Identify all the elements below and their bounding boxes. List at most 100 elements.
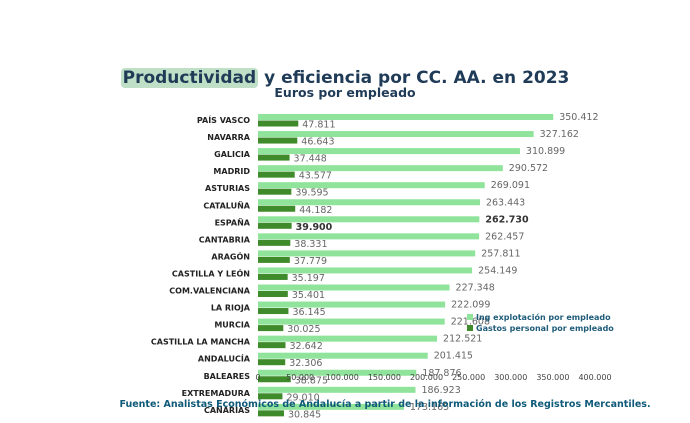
- ingresos-bar: [258, 318, 445, 325]
- ingresos-bar: [258, 131, 534, 138]
- category-label: MURCIA: [214, 321, 250, 330]
- ingresos-value-label: 269.091: [491, 180, 530, 191]
- gastos-value-label: 35.197: [292, 273, 325, 284]
- gastos-bar: [258, 137, 298, 144]
- ingresos-value-label: 310.899: [526, 146, 565, 157]
- gastos-bar: [258, 325, 284, 332]
- gastos-value-label: 30.845: [288, 409, 321, 420]
- gastos-value-label: 44.182: [299, 205, 332, 216]
- gastos-value-label: 36.145: [292, 307, 325, 318]
- category-label: COM.VALENCIANA: [169, 287, 251, 296]
- source-note: Fuente: Analistas Económicos de Andalucí…: [119, 399, 651, 410]
- gastos-value-label: 32.642: [290, 341, 323, 352]
- gastos-bar: [258, 291, 288, 297]
- ingresos-value-label: 187.876: [422, 368, 461, 379]
- gastos-bar: [258, 256, 290, 263]
- ingresos-value-label: 257.811: [481, 248, 520, 259]
- x-tick-label: 150.000: [368, 373, 401, 382]
- category-label: CATALUÑA: [203, 200, 250, 210]
- ingresos-bar: [258, 250, 476, 257]
- gastos-value-label: 39.595: [295, 188, 328, 199]
- ingresos-bar: [258, 165, 503, 172]
- gastos-bar: [258, 273, 288, 280]
- ingresos-value-label: 262.730: [485, 214, 529, 225]
- x-tick-label: 50.000: [286, 373, 314, 382]
- gastos-bar: [258, 171, 295, 178]
- x-tick-label: 100.000: [326, 373, 359, 382]
- gastos-bar: [258, 376, 291, 383]
- ingresos-bar: [258, 284, 450, 291]
- ingresos-bar: [258, 301, 446, 308]
- ingresos-value-label: 262.457: [485, 231, 524, 242]
- ingresos-value-label: 201.415: [434, 351, 473, 362]
- category-label: CANARIAS: [204, 406, 250, 415]
- legend-label-ingresos: Ing explotación por empleado: [476, 312, 611, 322]
- gastos-bar: [258, 188, 292, 195]
- category-label: CANTABRIA: [199, 235, 251, 244]
- x-tick-label: 200.000: [410, 373, 443, 382]
- gastos-bar: [258, 120, 299, 127]
- gastos-value-label: 32.306: [289, 358, 322, 369]
- gastos-value-label: 37.448: [294, 154, 327, 165]
- category-label: ESPAÑA: [215, 217, 251, 227]
- chart-subtitle: Euros por empleado: [274, 85, 416, 100]
- ingresos-value-label: 173.165: [410, 402, 449, 413]
- ingresos-value-label: 327.162: [540, 129, 579, 140]
- ingresos-bar: [258, 386, 416, 393]
- ingresos-value-label: 263.443: [486, 197, 525, 208]
- gastos-bar: [258, 154, 290, 161]
- ingresos-bar: [258, 216, 480, 223]
- ingresos-bar: [258, 182, 485, 189]
- legend-swatch-gastos: [467, 325, 473, 331]
- ingresos-bar: [258, 199, 480, 206]
- ingresos-value-label: 290.572: [509, 163, 548, 174]
- chart-title-highlight: Productividad: [120, 68, 259, 88]
- legend-swatch-ingresos: [467, 314, 473, 320]
- ingresos-bar: [258, 403, 404, 410]
- gastos-bar: [258, 222, 292, 229]
- category-label: CASTILLA LA MANCHA: [151, 338, 251, 347]
- gastos-bar: [258, 342, 286, 349]
- gastos-bar: [258, 239, 291, 246]
- category-label: BALEARES: [204, 372, 251, 381]
- ingresos-value-label: 222.099: [451, 300, 490, 311]
- x-tick-label: 350.000: [536, 373, 569, 382]
- category-label: CASTILLA Y LEÓN: [172, 267, 250, 278]
- gastos-value-label: 39.900: [296, 222, 333, 233]
- ingresos-value-label: 227.348: [456, 283, 495, 294]
- category-label: ASTURIAS: [205, 184, 250, 193]
- x-tick-label: 400.000: [578, 373, 611, 382]
- category-label: LA RIOJA: [211, 304, 251, 313]
- ingresos-value-label: 186.923: [421, 385, 460, 396]
- category-label: NAVARRA: [207, 133, 251, 142]
- gastos-bar: [258, 393, 283, 400]
- category-label: EXTREMADURA: [182, 389, 251, 398]
- ingresos-bar: [258, 335, 438, 342]
- category-label: ANDALUCÍA: [198, 353, 251, 364]
- ingresos-value-label: 254.149: [478, 265, 517, 276]
- gastos-value-label: 38.331: [294, 239, 327, 250]
- category-label: GALICIA: [214, 150, 251, 159]
- ingresos-bar: [258, 369, 417, 376]
- gastos-value-label: 35.401: [292, 290, 325, 301]
- gastos-bar: [258, 410, 284, 417]
- gastos-value-label: 47.811: [302, 120, 335, 131]
- x-tick-label: 250.000: [452, 373, 485, 382]
- ingresos-bar: [258, 148, 520, 155]
- gastos-value-label: 38.875: [295, 375, 328, 386]
- chart-title-rest: y eficiencia por CC. AA. en 2023: [258, 68, 570, 88]
- ingresos-value-label: 212.521: [443, 334, 482, 345]
- x-tick-label: 300.000: [494, 373, 527, 382]
- ingresos-bar: [258, 114, 554, 120]
- gastos-value-label: 30.025: [287, 324, 320, 335]
- ingresos-bar: [258, 352, 428, 359]
- category-label: ARAGÓN: [211, 250, 250, 261]
- gastos-bar: [258, 359, 286, 366]
- gastos-value-label: 29.010: [286, 392, 319, 403]
- ingresos-bar: [258, 233, 480, 240]
- chart-title: Productividad y eficiencia por CC. AA. e…: [0, 68, 690, 88]
- ingresos-value-label: 350.412: [559, 112, 598, 123]
- x-tick-label: 0: [255, 373, 260, 382]
- gastos-value-label: 46.643: [301, 137, 334, 148]
